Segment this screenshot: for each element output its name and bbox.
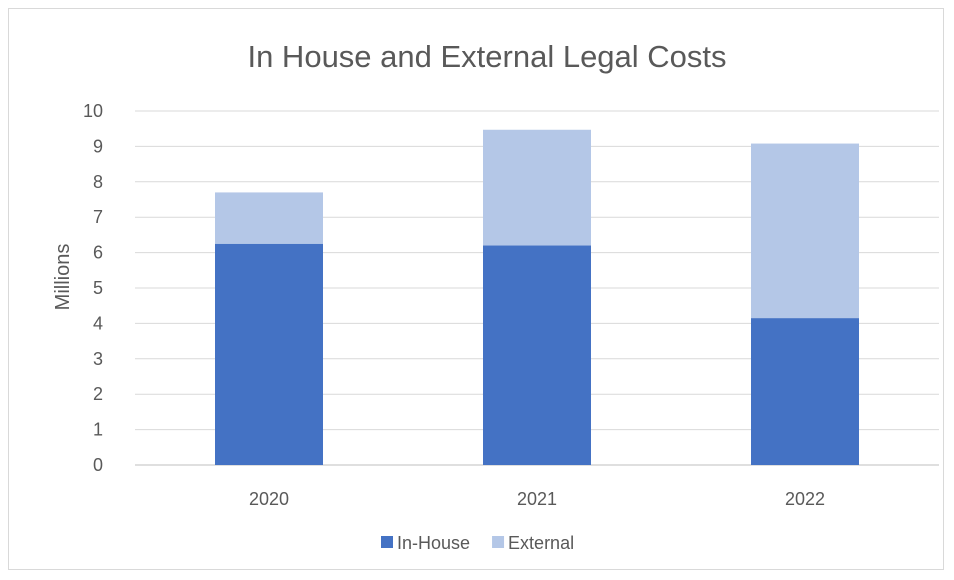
x-tick-label: 2021 — [517, 489, 557, 509]
y-tick-label: 7 — [93, 207, 103, 227]
bar-external-2020 — [215, 192, 323, 244]
chart-title: In House and External Legal Costs — [247, 39, 726, 74]
y-tick-label: 6 — [93, 243, 103, 263]
legend-label: In-House — [397, 533, 470, 553]
y-tick-label: 9 — [93, 136, 103, 156]
x-tick-label: 2022 — [785, 489, 825, 509]
bar-external-2021 — [483, 129, 591, 246]
stacked-bar-chart: In House and External Legal Costs Millio… — [52, 39, 939, 553]
x-tick-label: 2020 — [249, 489, 289, 509]
y-tick-label: 0 — [93, 455, 103, 475]
y-tick-label: 2 — [93, 384, 103, 404]
y-tick-label: 10 — [83, 101, 103, 121]
chart-frame: In House and External Legal Costs Millio… — [8, 8, 944, 570]
y-tick-label: 3 — [93, 349, 103, 369]
legend-swatch — [381, 536, 393, 548]
legend-label: External — [508, 533, 574, 553]
y-tick-label: 4 — [93, 313, 103, 333]
y-tick-label: 8 — [93, 172, 103, 192]
y-axis-title: Millions — [52, 244, 74, 311]
bar-external-2022 — [751, 143, 859, 319]
y-tick-label: 5 — [93, 278, 103, 298]
y-tick-label: 1 — [93, 420, 103, 440]
y-axis-ticks: 0 1 2 3 4 5 6 7 8 9 10 — [83, 101, 103, 475]
x-axis-ticks: 2020 2021 2022 — [249, 489, 825, 509]
legend-swatch — [492, 536, 505, 548]
bar-in-house-2020 — [215, 243, 323, 465]
bar-in-house-2021 — [483, 245, 591, 465]
legend: In-House External — [381, 533, 574, 553]
bar-in-house-2022 — [751, 318, 859, 465]
bars — [215, 129, 859, 465]
